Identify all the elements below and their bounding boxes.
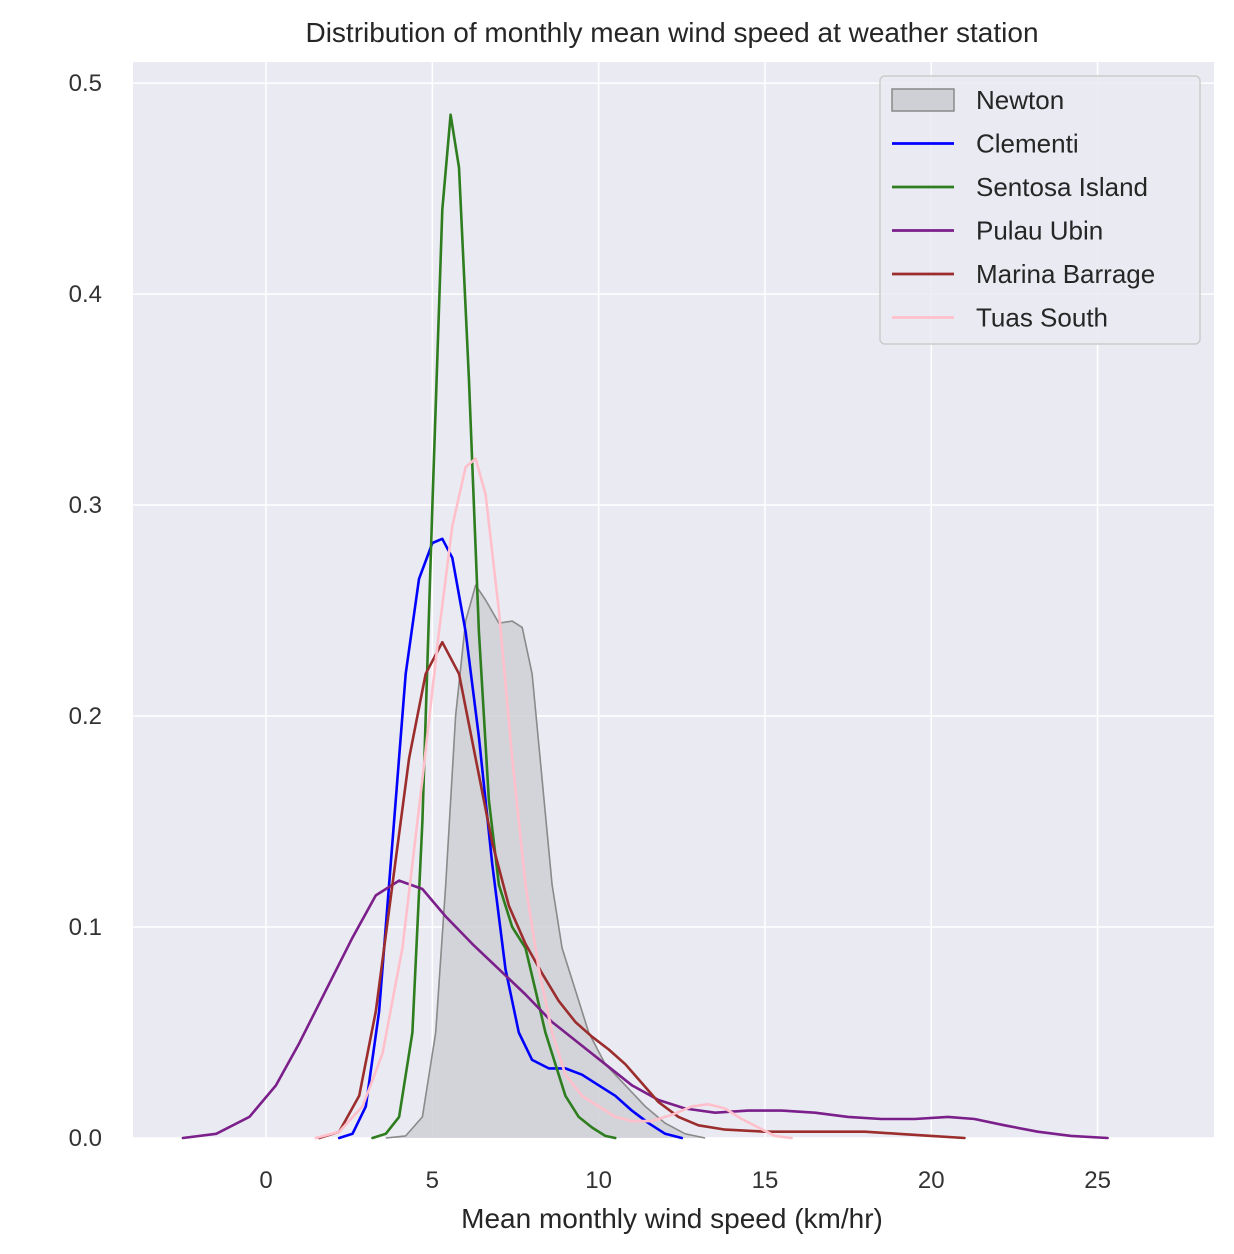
x-tick-label-3: 15 xyxy=(752,1167,779,1194)
series-line-sentosa-island xyxy=(371,113,617,1140)
legend-label-pulau-ubin: Pulau Ubin xyxy=(976,216,1103,246)
x-axis-ticks: 0 5 10 15 20 25 xyxy=(259,1167,1111,1194)
x-tick-label-5: 25 xyxy=(1084,1167,1111,1194)
legend-label-newton: Newton xyxy=(976,85,1064,115)
series-area-newton xyxy=(385,585,706,1138)
x-tick-label-1: 5 xyxy=(426,1167,439,1194)
legend-label-sentosa-island: Sentosa Island xyxy=(976,172,1148,202)
legend-swatch-newton xyxy=(891,88,955,112)
x-tick-label-4: 20 xyxy=(918,1167,945,1194)
y-tick-label-5: 0.5 xyxy=(69,70,102,97)
series-line-pulau-ubin xyxy=(181,879,1109,1140)
chart-title: Distribution of monthly mean wind speed … xyxy=(305,17,1038,48)
y-axis-ticks: 0.0 0.1 0.2 0.3 0.4 0.5 xyxy=(69,70,102,1152)
y-tick-label-4: 0.4 xyxy=(69,281,102,308)
series-line-tuas-south xyxy=(314,457,793,1140)
series-layer xyxy=(181,113,1109,1140)
x-axis-label: Mean monthly wind speed (km/hr) xyxy=(461,1203,883,1234)
x-tick-label-0: 0 xyxy=(259,1167,272,1194)
x-tick-label-2: 10 xyxy=(585,1167,612,1194)
y-tick-label-3: 0.3 xyxy=(69,492,102,519)
series-line-clementi xyxy=(337,537,684,1140)
legend: Newton Clementi Sentosa Island Pulau Ubin Ma… xyxy=(879,75,1201,345)
y-tick-label-2: 0.2 xyxy=(69,703,102,730)
series-line-marina-barrage xyxy=(318,640,966,1140)
y-tick-label-0: 0.0 xyxy=(69,1125,102,1152)
legend-label-clementi: Clementi xyxy=(976,129,1079,159)
legend-box xyxy=(879,75,1201,345)
legend-label-tuas-south: Tuas South xyxy=(976,303,1108,333)
legend-label-marina-barrage: Marina Barrage xyxy=(976,259,1155,289)
series-line-newton xyxy=(385,584,706,1139)
y-tick-label-1: 0.1 xyxy=(69,914,102,941)
